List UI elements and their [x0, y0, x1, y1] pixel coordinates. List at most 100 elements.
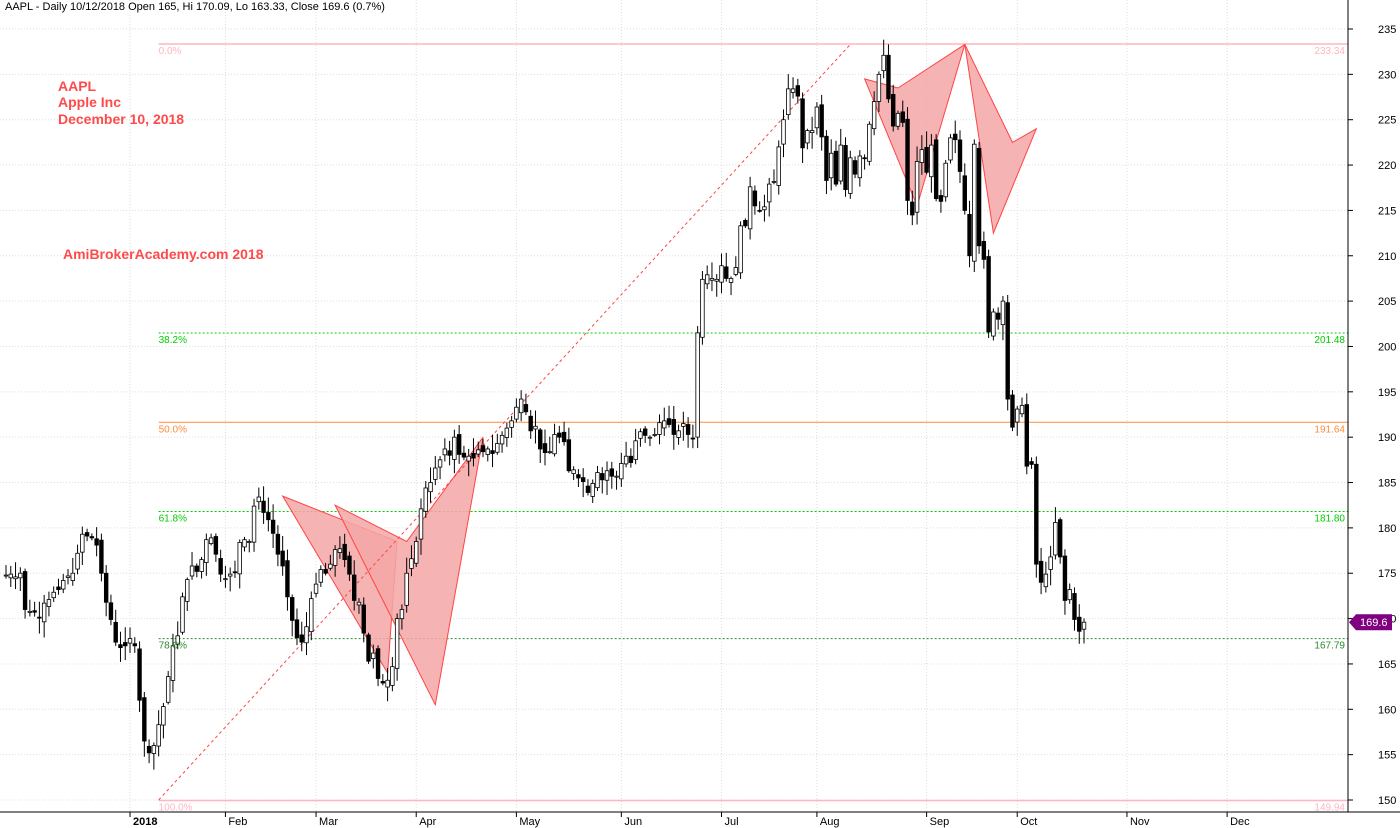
harmonic-pattern — [964, 44, 1038, 235]
candle-body-up — [165, 676, 171, 703]
candle-body-up — [781, 119, 786, 145]
candle — [867, 121, 872, 166]
candle — [175, 621, 180, 650]
candle — [757, 201, 762, 213]
candle — [953, 120, 958, 154]
candle — [37, 601, 42, 634]
candle-body-down — [323, 568, 328, 574]
candle — [561, 421, 567, 446]
candle — [223, 565, 228, 588]
candle — [142, 691, 147, 757]
candle-body-up — [8, 573, 13, 579]
candle-body-down — [99, 539, 104, 574]
candle — [676, 424, 681, 445]
candle — [1024, 393, 1029, 475]
candle-body-down — [232, 571, 238, 574]
candle-body-up — [304, 626, 309, 644]
candle — [3, 565, 9, 579]
fib-level-pct: 100.0% — [159, 803, 193, 814]
candle — [547, 436, 552, 454]
candle — [471, 438, 476, 467]
candle — [170, 633, 176, 693]
candle-body-down — [213, 536, 219, 555]
candle-body-up — [185, 579, 190, 602]
candle-body-up — [414, 541, 419, 564]
candle-body-up — [189, 565, 195, 577]
candle — [409, 545, 414, 577]
candle — [743, 218, 748, 228]
candle-body-down — [833, 150, 839, 185]
candle — [972, 139, 977, 272]
candle-body-down — [113, 621, 118, 643]
candle-body-up — [204, 539, 209, 563]
candle — [275, 525, 281, 567]
candle — [943, 160, 948, 202]
candle — [933, 134, 939, 202]
candle-body-up — [51, 591, 56, 599]
y-tick-label: 235 — [1378, 24, 1396, 36]
candle-body-up — [46, 599, 52, 607]
candle — [1077, 604, 1082, 644]
candle — [638, 428, 643, 447]
candle-body-up — [623, 455, 629, 465]
candle-body-down — [900, 111, 905, 123]
candle — [623, 441, 629, 468]
candle-body-down — [1024, 404, 1029, 467]
candle-body-up — [733, 267, 739, 275]
ticker-annotation: AAPL — [58, 78, 97, 94]
candle-body-up — [614, 475, 619, 478]
candle — [633, 428, 638, 465]
candle-body-down — [962, 175, 967, 211]
candle-body-down — [938, 195, 944, 202]
candle — [385, 667, 390, 702]
candle — [51, 586, 56, 602]
candle — [833, 140, 839, 187]
candle — [390, 657, 395, 692]
fib-level-pct: 78.6% — [159, 641, 187, 652]
candle-body-down — [270, 519, 276, 534]
candle-body-up — [871, 101, 877, 130]
candle — [967, 200, 972, 268]
candle-body-up — [709, 278, 715, 281]
candle — [41, 594, 47, 638]
candle — [499, 431, 505, 453]
x-tick-label: Jul — [725, 816, 739, 828]
candle-body-up — [714, 278, 719, 282]
candle — [237, 539, 242, 589]
candle-body-down — [375, 648, 381, 679]
candle — [323, 562, 328, 576]
candle-body-up — [175, 635, 180, 645]
y-tick-label: 190 — [1378, 432, 1396, 444]
y-tick-label: 175 — [1378, 568, 1396, 580]
candle — [704, 265, 710, 290]
candle — [218, 549, 223, 582]
candle — [304, 612, 309, 656]
candle-body-up — [972, 143, 977, 262]
candle — [738, 221, 743, 279]
candle-body-up — [695, 332, 700, 438]
candle — [1072, 587, 1077, 631]
candle — [137, 641, 142, 712]
candle — [995, 307, 1001, 330]
candle — [337, 536, 343, 559]
candle — [862, 154, 867, 170]
candle-body-up — [1067, 589, 1072, 601]
fib-level-pct: 61.8% — [159, 514, 187, 525]
candle-body-up — [208, 537, 214, 545]
candle — [719, 253, 724, 294]
candle — [118, 631, 123, 662]
candle-body-down — [542, 443, 548, 453]
candle-body-down — [142, 697, 147, 742]
candle-body-down — [294, 619, 300, 639]
candle-body-up — [161, 706, 166, 726]
candle-body-down — [352, 574, 357, 601]
candle-body-up — [571, 469, 576, 474]
candle-body-up — [452, 436, 457, 460]
y-tick-label: 180 — [1378, 523, 1396, 535]
candle-body-down — [1005, 302, 1010, 400]
candle-body-up — [1053, 522, 1058, 556]
candle-body-up — [170, 645, 176, 681]
fib-level-price: 201.48 — [1314, 335, 1345, 346]
fibonacci-labels: 0.0% 233.34 38.2% 201.48 50.0% 191.64 61.8% 181… — [159, 46, 1346, 813]
